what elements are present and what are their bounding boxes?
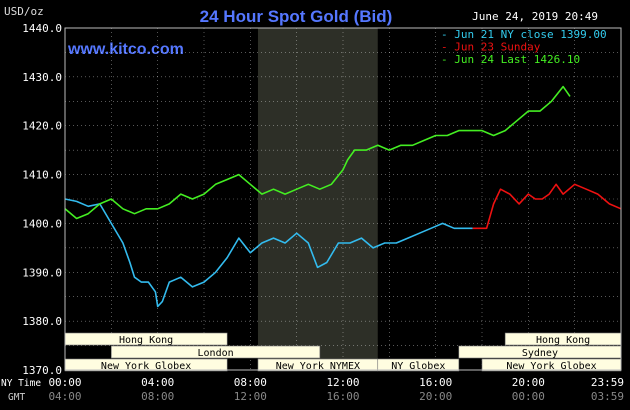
- chart-title: 24 Hour Spot Gold (Bid): [200, 7, 393, 26]
- x-tick-gmt: 08:00: [141, 390, 174, 403]
- session-label: NY Globex: [391, 361, 445, 372]
- series-line-3: [64, 85, 571, 220]
- gmt-label: GMT: [8, 392, 25, 403]
- y-tick-label: 1430.0: [22, 71, 62, 84]
- series-line-2: [472, 183, 622, 230]
- session-label: New York Globex: [101, 361, 191, 372]
- x-tick-ny: 08:00: [234, 376, 267, 389]
- x-tick-ny: 23:59: [591, 376, 624, 389]
- y-units-label: USD/oz: [4, 5, 44, 18]
- x-tick-gmt: 20:00: [419, 390, 452, 403]
- session-label: London: [198, 348, 234, 359]
- y-tick-label: 1420.0: [22, 120, 62, 133]
- x-tick-gmt: 16:00: [326, 390, 359, 403]
- y-tick-label: 1380.0: [22, 315, 62, 328]
- y-tick-label: 1410.0: [22, 169, 62, 182]
- x-tick-ny: 20:00: [512, 376, 545, 389]
- y-tick-label: 1370.0: [22, 364, 62, 377]
- legend-entry: - Jun 23 Sunday: [441, 41, 541, 54]
- market-sessions: Hong Kong London New York Globex New York N…: [64, 332, 622, 372]
- session-bar: [111, 345, 321, 359]
- x-tick-ny: 04:00: [141, 376, 174, 389]
- x-tick-ny: 00:00: [48, 376, 81, 389]
- series-line-1: [64, 198, 473, 308]
- session-label: Hong Kong: [119, 335, 173, 346]
- x-tick-gmt: 03:59: [591, 390, 624, 403]
- session-bar: [377, 358, 460, 372]
- kitco-url[interactable]: www.kitco.com: [67, 41, 184, 58]
- session-label: Sydney: [522, 348, 558, 359]
- x-tick-gmt: 00:00: [512, 390, 545, 403]
- plot-frame: [64, 27, 622, 371]
- legend-entry: - Jun 24 Last 1426.10: [441, 53, 580, 66]
- y-tick-labels: 1370.0 1380.0 1390.0 1400.0 1410.0 1420.0 1430…: [22, 22, 62, 377]
- session-label: Hong Kong: [536, 335, 590, 346]
- x-tick-gmt: 12:00: [234, 390, 267, 403]
- x-tick-ny: 16:00: [419, 376, 452, 389]
- y-tick-label: 1390.0: [22, 266, 62, 279]
- session-label: New York Globex: [506, 361, 596, 372]
- y-tick-label: 1440.0: [22, 22, 62, 35]
- x-tick-gmt: 04:00: [48, 390, 81, 403]
- legend-entry: - Jun 21 NY close 1399.00: [441, 28, 607, 41]
- series-lines: [64, 85, 622, 308]
- session-label: New York NYMEX: [276, 361, 360, 372]
- legend: - Jun 21 NY close 1399.00- Jun 23 Sunday…: [441, 28, 607, 66]
- x-tick-ny: 12:00: [326, 376, 359, 389]
- y-tick-label: 1400.0: [22, 217, 62, 230]
- timestamp: June 24, 2019 20:49: [472, 10, 598, 23]
- ny-time-label: NY Time: [1, 378, 41, 389]
